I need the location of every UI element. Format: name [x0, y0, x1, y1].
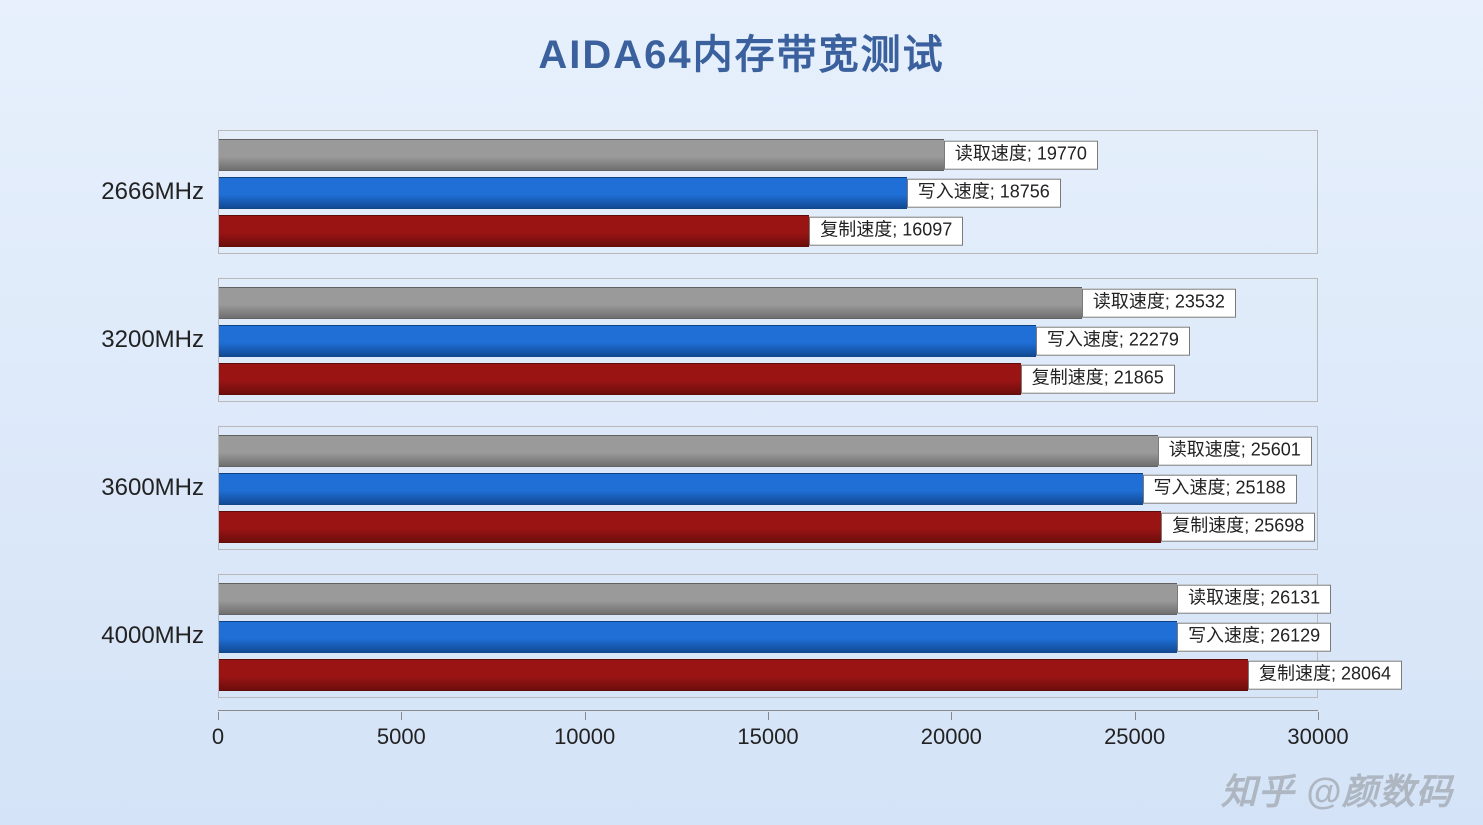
bar-value-label: 复制速度; 16097 — [809, 217, 963, 246]
bar-value-label: 读取速度; 25601 — [1158, 437, 1312, 466]
x-tick-mark — [768, 712, 769, 720]
plot-area: 读取速度; 19770写入速度; 18756复制速度; 160972666MHz… — [218, 120, 1318, 718]
category-label: 2666MHz — [101, 178, 204, 206]
x-tick-label: 15000 — [737, 724, 798, 750]
x-axis-line — [218, 710, 1318, 711]
x-tick-mark — [218, 712, 219, 720]
bar-copy — [219, 215, 809, 247]
x-tick-mark — [401, 712, 402, 720]
bar-value-label: 写入速度; 26129 — [1177, 623, 1331, 652]
bar-group: 读取速度; 25601 写入速度; 25188 复制速度; 25698 — [218, 426, 1318, 550]
x-tick-label: 10000 — [554, 724, 615, 750]
x-tick-label: 30000 — [1287, 724, 1348, 750]
bar-copy — [219, 659, 1248, 691]
x-tick-mark — [951, 712, 952, 720]
bar-group: 读取速度; 19770 写入速度; 18756 复制速度; 16097 — [218, 130, 1318, 254]
x-tick-label: 0 — [212, 724, 224, 750]
category-label: 3200MHz — [101, 326, 204, 354]
bar-write — [219, 473, 1143, 505]
bar-value-label: 写入速度; 22279 — [1036, 327, 1190, 356]
bar-group: 读取速度; 26131写入速度; 26129复制速度; 28064 — [218, 574, 1318, 698]
bar-write — [219, 621, 1177, 653]
bar-value-label: 复制速度; 25698 — [1161, 513, 1315, 542]
x-tick-mark — [1318, 712, 1319, 720]
x-tick-label: 25000 — [1104, 724, 1165, 750]
x-tick-mark — [585, 712, 586, 720]
bar-copy — [219, 363, 1021, 395]
bar-value-label: 读取速度; 23532 — [1082, 289, 1236, 318]
watermark-text: 知乎 @颜数码 — [1221, 763, 1453, 815]
bar-group: 读取速度; 23532 写入速度; 22279 复制速度; 21865 — [218, 278, 1318, 402]
bar-write — [219, 325, 1036, 357]
bar-value-label: 读取速度; 19770 — [944, 141, 1098, 170]
bar-read — [219, 287, 1082, 319]
bar-write — [219, 177, 907, 209]
bar-value-label: 读取速度; 26131 — [1177, 585, 1331, 614]
x-tick-mark — [1135, 712, 1136, 720]
bar-value-label: 写入速度; 25188 — [1143, 475, 1297, 504]
chart-page: AIDA64内存带宽测试 读取速度; 19770 写入速度; 18756 复制速度;… — [0, 0, 1483, 825]
bar-read — [219, 583, 1177, 615]
bar-value-label: 复制速度; 21865 — [1021, 365, 1175, 394]
category-label: 3600MHz — [101, 474, 204, 502]
bar-read — [219, 435, 1158, 467]
bar-value-label: 复制速度; 28064 — [1248, 661, 1402, 690]
x-tick-label: 5000 — [377, 724, 426, 750]
chart-title: AIDA64内存带宽测试 — [0, 0, 1483, 80]
x-tick-label: 20000 — [921, 724, 982, 750]
bar-read — [219, 139, 944, 171]
bar-value-label: 写入速度; 18756 — [907, 179, 1061, 208]
bar-copy — [219, 511, 1161, 543]
category-label: 4000MHz — [101, 622, 204, 650]
